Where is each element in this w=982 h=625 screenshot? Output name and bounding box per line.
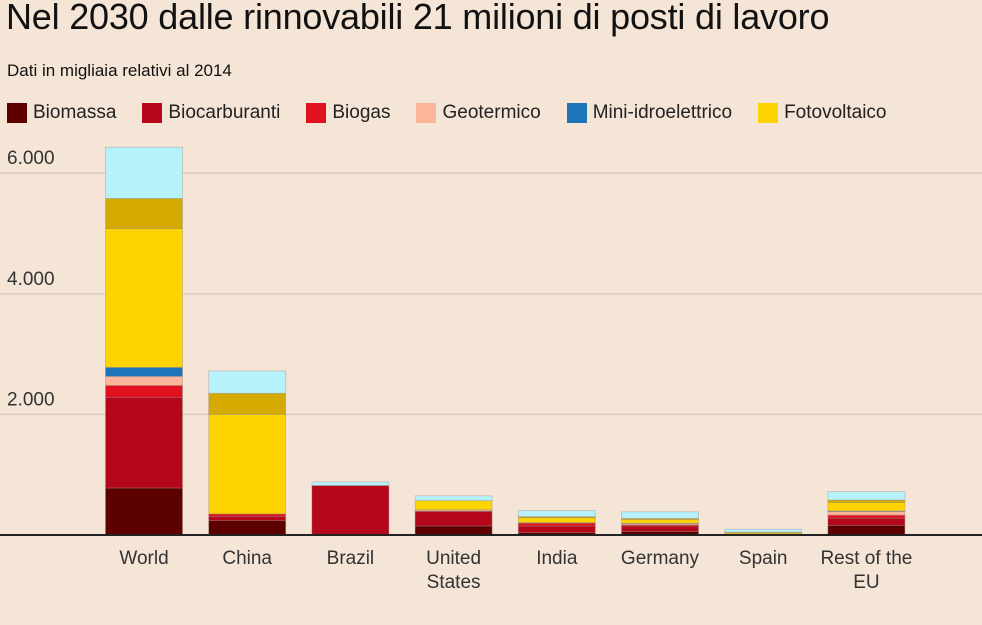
x-tick-label: Spain [739, 548, 788, 569]
legend-swatch [306, 103, 327, 123]
x-tick-label: China [222, 548, 272, 569]
legend-swatch [758, 103, 779, 123]
bar-segment [517, 517, 596, 524]
x-tick-label: India [536, 548, 578, 569]
bar-segment [414, 511, 493, 527]
legend-item-mini-idroelettrico: Mini-idroelettrico [566, 102, 733, 124]
x-tick-label: EU [853, 572, 879, 593]
bar-segment [414, 509, 493, 512]
bar-segment [621, 518, 699, 521]
y-tick-label: 6.000 [7, 148, 55, 169]
legend-label: Fotovoltaico [784, 102, 887, 123]
legend-label: Biogas [332, 102, 391, 123]
x-tick-label: United [426, 548, 481, 569]
bar-segment [208, 392, 287, 415]
bar-segment [414, 500, 493, 511]
bar-segment [517, 510, 596, 518]
legend-swatch [416, 103, 437, 123]
bar-segment [208, 515, 287, 521]
chart-subtitle: Dati in migliaia relativi al 2014 [7, 61, 232, 80]
bar-segment [208, 413, 287, 515]
bar-segment [827, 511, 906, 516]
bar-segment [105, 397, 183, 489]
bar-segment [414, 495, 493, 502]
bar-segment [105, 375, 183, 386]
bar-segment [827, 491, 906, 501]
bar-segment [208, 520, 287, 536]
legend-item-geotermico: Geotermico [416, 102, 541, 124]
bar-segment [105, 487, 183, 536]
x-tick-label: Rest of the [820, 548, 912, 569]
x-tick-label: Germany [621, 548, 700, 569]
bar-segment [827, 502, 906, 512]
legend-swatch [142, 103, 163, 123]
bar-segment [208, 370, 287, 394]
bar-segment [827, 524, 906, 536]
chart-title: Nel 2030 dalle rinnovabili 21 milioni di… [6, 0, 830, 37]
legend-label: Biocarburanti [168, 102, 281, 123]
bar-segment [105, 198, 183, 230]
y-tick-label: 4.000 [7, 269, 55, 290]
legend-swatch [566, 103, 587, 123]
bar-segment [105, 385, 183, 398]
x-tick-label: Brazil [327, 548, 375, 569]
bar-segment [621, 519, 699, 524]
legend-item-fotovoltaico: Fotovoltaico [758, 102, 887, 124]
y-tick-label: 2.000 [7, 389, 55, 410]
legend: Biomassa Biocarburanti Biogas Geotermico… [7, 102, 913, 124]
x-tick-label: World [119, 548, 168, 569]
legend-label: Biomassa [33, 102, 117, 123]
legend-item-biocarburanti: Biocarburanti [142, 102, 280, 124]
legend-label: Mini-idroelettrico [592, 102, 733, 123]
x-tick-label: States [427, 572, 481, 593]
bar-segment [414, 525, 493, 536]
legend-item-biogas: Biogas [306, 102, 390, 124]
bar-segment [724, 528, 803, 533]
bar-segment [621, 525, 699, 532]
bar-segment [517, 525, 596, 533]
bar-segment [621, 511, 699, 519]
bar-segment [311, 485, 390, 536]
legend-swatch [7, 103, 27, 123]
legend-item-biomassa: Biomassa [7, 102, 116, 124]
legend-label: Geotermico [442, 102, 541, 123]
bar-segment [105, 146, 183, 199]
bar-segment [827, 514, 906, 519]
bar-segment [105, 228, 183, 368]
bar-segment [827, 517, 906, 526]
bar-segment [311, 481, 390, 486]
bar-segment [105, 366, 183, 377]
